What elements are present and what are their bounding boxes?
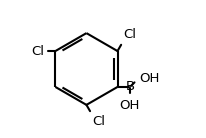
Text: B: B bbox=[125, 80, 135, 93]
Text: Cl: Cl bbox=[31, 45, 44, 58]
Text: Cl: Cl bbox=[123, 28, 136, 41]
Text: OH: OH bbox=[120, 99, 140, 112]
Text: OH: OH bbox=[139, 72, 159, 85]
Text: Cl: Cl bbox=[92, 115, 105, 128]
